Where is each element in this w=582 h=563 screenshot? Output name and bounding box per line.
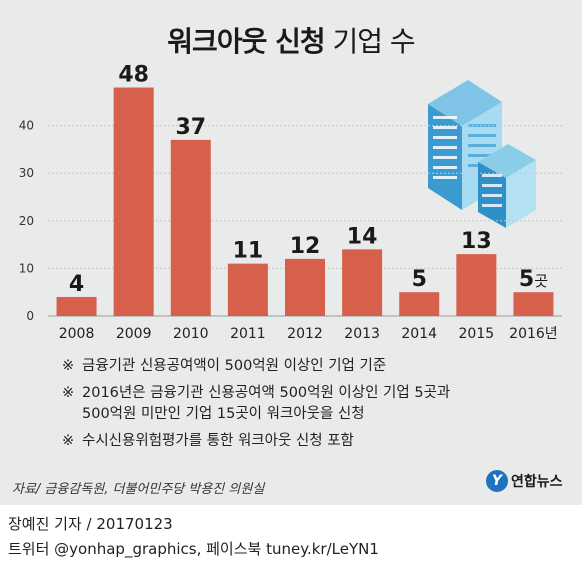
note-mark: ※: [62, 385, 75, 401]
bar: [56, 296, 97, 316]
bar: [113, 87, 154, 317]
bar: [170, 139, 211, 316]
x-tick-label: 2013: [344, 326, 380, 342]
note-mark: ※: [62, 433, 75, 449]
data-label: 12: [290, 234, 321, 259]
x-tick-label: 2016년: [509, 326, 558, 342]
data-label: 4: [69, 272, 84, 297]
y-tick-label: 0: [26, 309, 34, 323]
x-tick-label: 2012: [287, 326, 323, 342]
x-tick-label: 2014: [401, 326, 437, 342]
data-label: 11: [233, 239, 264, 264]
bar: [227, 263, 268, 316]
credit-line: 장예진 기자 / 20170123: [8, 515, 173, 533]
note-item: ※ 수시신용위험평가를 통한 워크아웃 신청 포함: [62, 431, 450, 452]
infographic-card: [0, 0, 582, 505]
data-label: 37: [175, 115, 206, 140]
x-axis-labels: 2008 2009 2010 2011 2012 2013 2014 2015 2016년: [59, 326, 558, 342]
y-tick-label: 30: [19, 166, 34, 180]
note-text: 수시신용위험평가를 통한 워크아웃 신청 포함: [82, 433, 354, 449]
bars: [56, 87, 554, 317]
yonhap-logo: Y 연합뉴스: [486, 470, 563, 492]
y-tick-label: 40: [19, 119, 34, 133]
data-label: 48: [118, 63, 149, 88]
y-tick-label: 20: [19, 214, 34, 228]
note-text: 금융기관 신용공여액이 500억원 이상인 기업 기준: [82, 358, 387, 374]
x-tick-label: 2015: [459, 326, 495, 342]
note-mark: ※: [62, 358, 75, 374]
bar: [399, 292, 440, 316]
bar: [456, 254, 497, 316]
title-bold: 워크아웃 신청: [167, 25, 325, 58]
y-tick-label: 10: [19, 261, 34, 275]
data-label: 5: [412, 267, 427, 292]
building-icon: [428, 80, 536, 228]
social-line: 트위터 @yonhap_graphics, 페이스북 tuney.kr/LeYN…: [8, 540, 379, 558]
bar: [513, 292, 554, 316]
page-title: 워크아웃 신청 기업 수: [0, 20, 582, 60]
bar: [342, 249, 383, 316]
logo-mark-icon: Y: [486, 470, 508, 492]
data-label: 13: [461, 229, 492, 254]
source-text: 자료/ 금융감독원, 더불어민주당 박용진 의원실: [12, 482, 265, 497]
footnotes: ※ 금융기관 신용공여액이 500억원 이상인 기업 기준 ※ 2016년은 금…: [62, 356, 450, 458]
data-label: 14: [347, 224, 378, 249]
note-text: 2016년은 금융기관 신용공여액 500억원 이상인 기업 5곳과: [82, 385, 451, 401]
data-label: 5곳: [519, 267, 548, 292]
logo-text: 연합뉴스: [511, 474, 563, 490]
y-axis-ticks: 0 10 20 30 40: [19, 119, 34, 323]
x-tick-label: 2011: [230, 326, 266, 342]
title-light: 기업 수: [332, 25, 416, 58]
x-tick-label: 2010: [173, 326, 209, 342]
note-text-continued: 500억원 미만인 기업 15곳이 워크아웃을 신청: [82, 406, 365, 422]
note-item: ※ 금융기관 신용공여액이 500억원 이상인 기업 기준: [62, 356, 450, 377]
bar: [285, 258, 325, 316]
x-tick-label: 2008: [59, 326, 95, 342]
data-labels: 4 48 37 11 12 14 5 13 5곳: [69, 63, 548, 297]
data-label-unit: 곳: [534, 272, 548, 290]
note-item: ※ 2016년은 금융기관 신용공여액 500억원 이상인 기업 5곳과 500…: [62, 383, 450, 425]
x-tick-label: 2009: [116, 326, 152, 342]
